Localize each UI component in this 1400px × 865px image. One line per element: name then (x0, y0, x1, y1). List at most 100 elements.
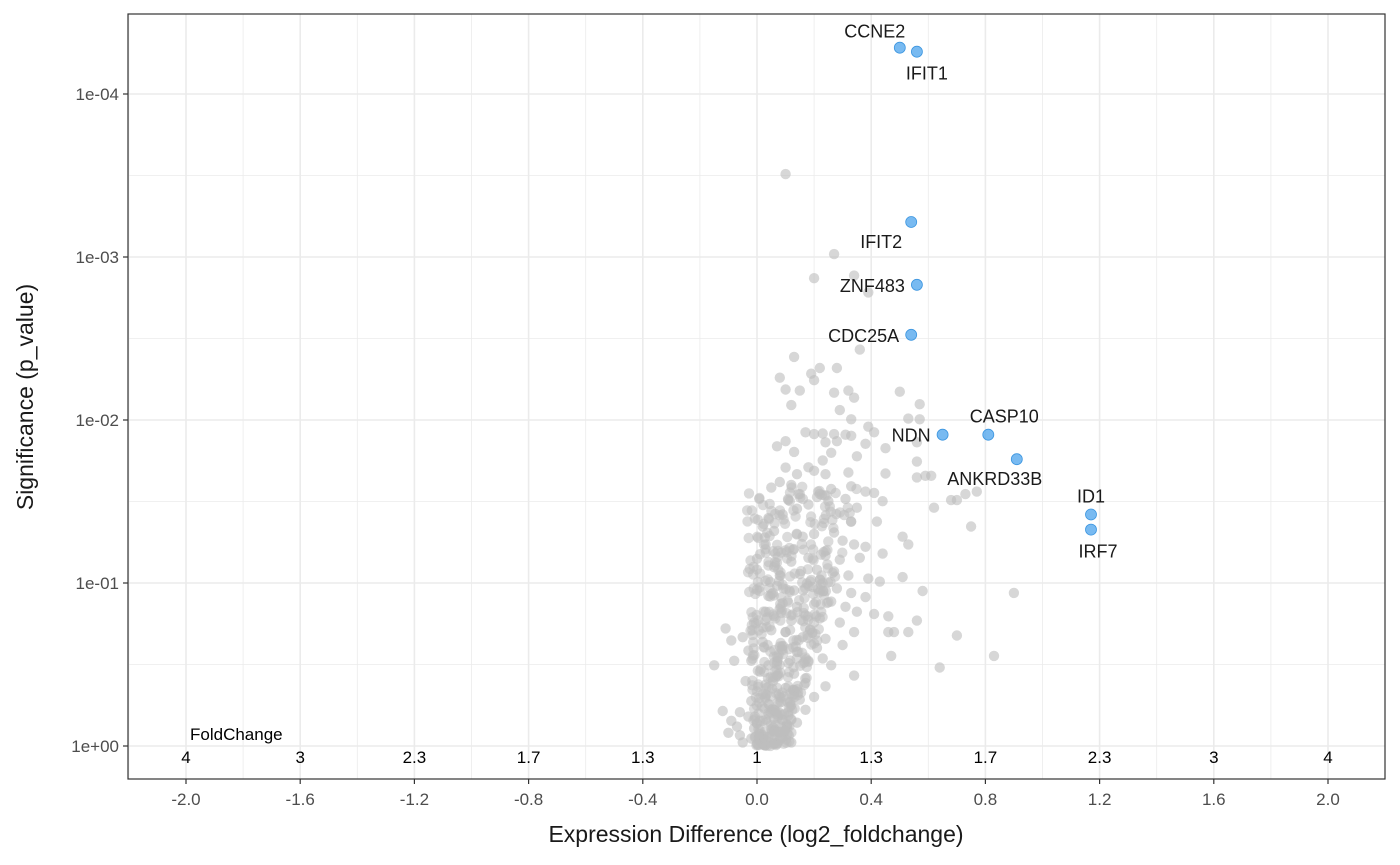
data-point (795, 565, 807, 577)
y-tick-label: 1e+00 (71, 737, 119, 756)
data-point (1008, 587, 1020, 599)
foldchange-axis: FoldChange 4 3 2.3 1.7 1.3 1 1.3 1.7 2.3 3 4 (181, 725, 1332, 767)
data-point (914, 399, 925, 410)
data-point (816, 606, 827, 617)
data-point (780, 436, 791, 447)
data-point (840, 493, 851, 505)
data-point (723, 727, 734, 738)
data-point (742, 516, 753, 527)
data-point (785, 655, 796, 666)
data-point (781, 607, 792, 619)
data-point (791, 469, 803, 480)
x-axis-title: Expression Difference (log2_foldchange) (548, 821, 963, 847)
data-point (753, 625, 764, 636)
data-point (737, 632, 748, 643)
data-point (860, 438, 871, 449)
data-point (765, 646, 776, 657)
data-point (750, 692, 761, 703)
data-point (971, 486, 982, 497)
data-point (800, 654, 812, 665)
data-point (848, 392, 860, 403)
foldchange-label: 1.3 (859, 748, 883, 767)
data-point (762, 527, 773, 538)
data-point (800, 427, 811, 438)
data-point (834, 617, 845, 628)
data-point (826, 660, 837, 671)
data-point (777, 709, 788, 721)
data-point (820, 681, 831, 692)
data-point (792, 686, 804, 698)
data-point (770, 548, 781, 559)
data-point (860, 486, 871, 497)
data-point (817, 455, 828, 466)
data-point (797, 481, 808, 492)
y-tick-label: 1e-04 (76, 85, 119, 104)
data-point (897, 571, 908, 583)
data-point (817, 653, 828, 664)
data-point (807, 553, 818, 564)
data-point (877, 496, 888, 507)
x-tick-label: 0.0 (745, 790, 769, 809)
gene-label: CASP10 (970, 407, 1039, 427)
data-point (788, 505, 799, 516)
data-point (886, 650, 897, 662)
data-point (851, 606, 863, 617)
data-point (810, 596, 822, 608)
y-tick-label: 1e-03 (76, 248, 119, 267)
data-point (816, 570, 827, 581)
data-point (749, 732, 760, 743)
data-point (911, 437, 923, 448)
data-point (808, 273, 820, 284)
data-point (737, 737, 748, 748)
data-point (825, 576, 836, 588)
gene-label: ANKRD33B (947, 469, 1042, 489)
data-point (845, 516, 857, 527)
data-point (781, 547, 792, 558)
data-point (820, 437, 831, 448)
data-point (734, 707, 746, 718)
data-point (817, 428, 828, 439)
data-point (871, 516, 883, 527)
y-axis-title: Significance (p_value) (12, 284, 38, 510)
grid-lines (128, 14, 1385, 779)
background-points (709, 168, 1020, 752)
data-point (965, 521, 977, 532)
highlighted-points (893, 41, 1097, 536)
data-point (839, 509, 850, 521)
data-point (860, 591, 871, 603)
data-point (774, 372, 785, 383)
data-point (748, 703, 760, 714)
data-point (851, 502, 863, 513)
data-point (780, 462, 791, 473)
data-point (823, 536, 834, 547)
data-point (831, 362, 843, 374)
data-point (834, 404, 845, 416)
data-point (808, 528, 820, 540)
highlighted-point (893, 41, 906, 54)
data-point (778, 583, 789, 594)
data-point (863, 573, 874, 584)
data-point (812, 635, 823, 646)
data-point (822, 563, 833, 574)
data-point (820, 469, 831, 480)
x-tick-label: 0.4 (859, 790, 883, 809)
data-point (854, 344, 865, 355)
data-point (761, 682, 772, 693)
data-point (808, 375, 820, 386)
data-point (798, 585, 809, 596)
data-point (793, 595, 805, 606)
foldchange-label: 4 (1323, 748, 1332, 767)
foldchange-label: 2.3 (1088, 748, 1112, 767)
data-point (848, 670, 860, 681)
data-point (761, 735, 772, 747)
highlighted-point (1085, 508, 1097, 521)
data-point (775, 570, 786, 581)
data-point (830, 487, 841, 499)
data-point (831, 508, 842, 520)
highlighted-point (1010, 453, 1023, 466)
data-point (788, 446, 800, 458)
data-point (726, 635, 737, 646)
x-tick-label: -1.6 (286, 790, 315, 809)
data-point (797, 493, 809, 505)
x-tick-label: 1.6 (1202, 790, 1226, 809)
